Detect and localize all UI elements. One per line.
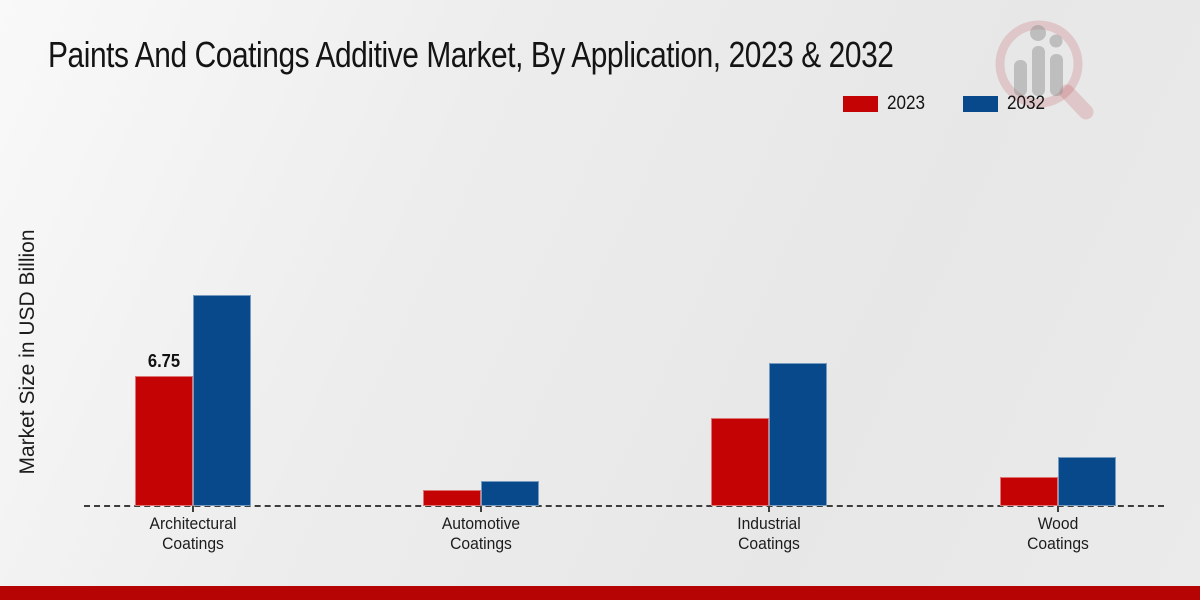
x-axis-tick-architectural-coatings [191,506,194,512]
bar-2023-industrial-coatings [711,418,770,506]
footer-accent-bar [0,586,1200,600]
x-axis-baseline [84,505,1164,507]
legend-swatch-2023 [843,96,878,112]
legend-label-2023: 2023 [887,93,926,114]
legend-swatch-2032 [963,96,999,112]
x-axis-tick-wood-coatings [1056,506,1059,512]
category-label-industrial-coatings: Industrial Coatings [737,514,802,554]
category-label-automotive-coatings: Automotive Coatings [441,514,521,554]
bar-2023-wood-coatings [999,477,1058,506]
bar-2032-automotive-coatings [481,480,539,506]
x-axis-tick-industrial-coatings [768,506,771,512]
legend: 2023 2032 [843,93,1050,115]
legend-item-2032: 2032 [963,93,1049,115]
bar-2032-wood-coatings [1057,456,1116,506]
legend-label-2032: 2032 [1007,93,1046,114]
legend-item-2023: 2023 [843,93,929,115]
bar-2032-industrial-coatings [769,363,828,506]
magnifier-bar-chart-logo-icon [995,20,1094,120]
category-label-wood-coatings: Wood Coatings [1026,514,1089,554]
bar-2023-automotive-coatings [423,489,481,506]
chart-title: Paints And Coatings Additive Market, By … [48,34,894,75]
bar-2023-architectural-coatings [134,375,193,506]
category-label-architectural-coatings: Architectural Coatings [149,514,236,554]
bar-2032-architectural-coatings [192,295,251,506]
value-label-2023-architectural-coatings: 6.75 [147,350,180,371]
x-axis-tick-automotive-coatings [480,506,482,512]
